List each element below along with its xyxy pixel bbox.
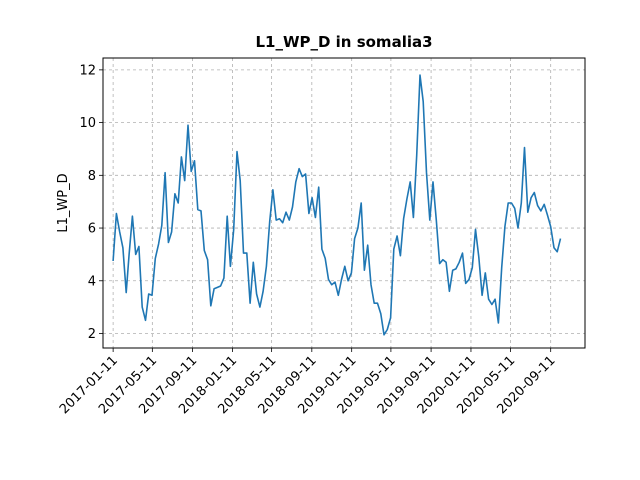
y-tick-label: 10 <box>79 116 96 131</box>
y-axis-label: L1_WP_D <box>56 173 71 232</box>
series-line-0 <box>112 74 562 336</box>
series-layer <box>112 74 562 336</box>
grid-lines <box>103 58 585 348</box>
y-tick-label: 6 <box>88 222 96 237</box>
y-tick-label: 4 <box>88 274 96 289</box>
y-tick-label: 12 <box>79 63 96 78</box>
plot-area-frame <box>102 57 586 349</box>
chart-title: L1_WP_D in somalia3 <box>255 33 432 51</box>
axis-ticks: 246810122017-01-112017-05-112017-09-1120… <box>57 63 559 417</box>
y-tick-label: 2 <box>88 327 96 342</box>
y-tick-label: 8 <box>88 169 96 184</box>
